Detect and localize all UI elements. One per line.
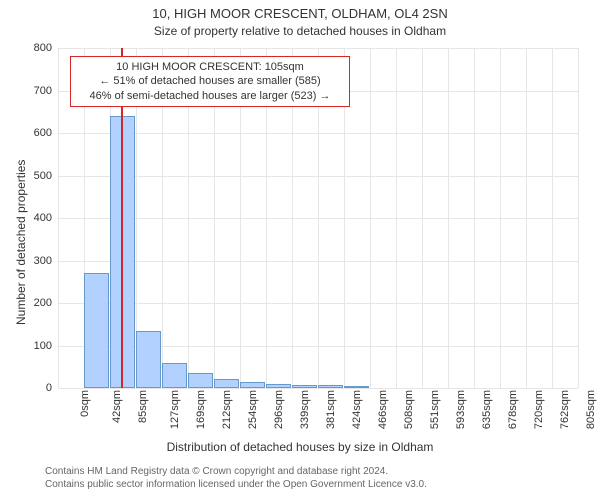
xtick-label: 381sqm xyxy=(325,390,337,429)
chart-title: 10, HIGH MOOR CRESCENT, OLDHAM, OL4 2SN xyxy=(0,6,600,21)
bar xyxy=(214,379,239,388)
ytick-label: 800 xyxy=(34,42,58,54)
ytick-label: 700 xyxy=(34,85,58,97)
bar xyxy=(266,384,291,388)
annotation-box: 10 HIGH MOOR CRESCENT: 105sqm ← 51% of d… xyxy=(70,56,350,107)
ytick-label: 0 xyxy=(46,382,58,394)
bar xyxy=(292,385,317,388)
gridline-v xyxy=(474,48,475,388)
bar xyxy=(136,331,161,388)
credits: Contains HM Land Registry data © Crown c… xyxy=(45,465,427,491)
bar xyxy=(188,373,213,388)
ytick-label: 200 xyxy=(34,297,58,309)
gridline-v xyxy=(422,48,423,388)
xtick-label: 296sqm xyxy=(273,390,285,429)
xtick-label: 762sqm xyxy=(559,390,571,429)
chart-container: 10, HIGH MOOR CRESCENT, OLDHAM, OL4 2SN … xyxy=(0,0,600,500)
annotation-line-2: ← 51% of detached houses are smaller (58… xyxy=(79,74,341,88)
xtick-label: 678sqm xyxy=(507,390,519,429)
gridline-v xyxy=(396,48,397,388)
annotation-line-1: 10 HIGH MOOR CRESCENT: 105sqm xyxy=(79,60,341,74)
y-axis-label: Number of detached properties xyxy=(14,160,28,325)
ytick-label: 100 xyxy=(34,340,58,352)
chart-subtitle: Size of property relative to detached ho… xyxy=(0,24,600,38)
gridline-v xyxy=(58,48,59,388)
gridline-v xyxy=(500,48,501,388)
gridline-v xyxy=(370,48,371,388)
credits-line-2: Contains public sector information licen… xyxy=(45,478,427,491)
xtick-label: 805sqm xyxy=(585,390,597,429)
bar xyxy=(318,385,343,388)
annotation-line-3: 46% of semi-detached houses are larger (… xyxy=(79,89,341,103)
bar xyxy=(84,273,109,388)
xtick-label: 254sqm xyxy=(247,390,259,429)
xtick-label: 508sqm xyxy=(403,390,415,429)
ytick-label: 400 xyxy=(34,212,58,224)
xtick-label: 42sqm xyxy=(111,390,123,423)
xtick-label: 169sqm xyxy=(195,390,207,429)
xtick-label: 424sqm xyxy=(351,390,363,429)
gridline-v xyxy=(578,48,579,388)
ytick-label: 500 xyxy=(34,170,58,182)
bar xyxy=(162,363,187,389)
xtick-label: 635sqm xyxy=(481,390,493,429)
xtick-label: 0sqm xyxy=(79,390,91,417)
bar xyxy=(240,382,265,388)
bar xyxy=(344,386,369,388)
x-axis-label: Distribution of detached houses by size … xyxy=(0,440,600,454)
xtick-label: 85sqm xyxy=(137,390,149,423)
credits-line-1: Contains HM Land Registry data © Crown c… xyxy=(45,465,427,478)
xtick-label: 720sqm xyxy=(533,390,545,429)
ytick-label: 300 xyxy=(34,255,58,267)
xtick-label: 551sqm xyxy=(429,390,441,429)
gridline-v xyxy=(552,48,553,388)
xtick-label: 212sqm xyxy=(221,390,233,429)
gridline-v xyxy=(448,48,449,388)
ytick-label: 600 xyxy=(34,127,58,139)
xtick-label: 466sqm xyxy=(377,390,389,429)
gridline-v xyxy=(526,48,527,388)
gridline-h xyxy=(58,388,578,389)
xtick-label: 339sqm xyxy=(299,390,311,429)
xtick-label: 127sqm xyxy=(169,390,181,429)
xtick-label: 593sqm xyxy=(455,390,467,429)
